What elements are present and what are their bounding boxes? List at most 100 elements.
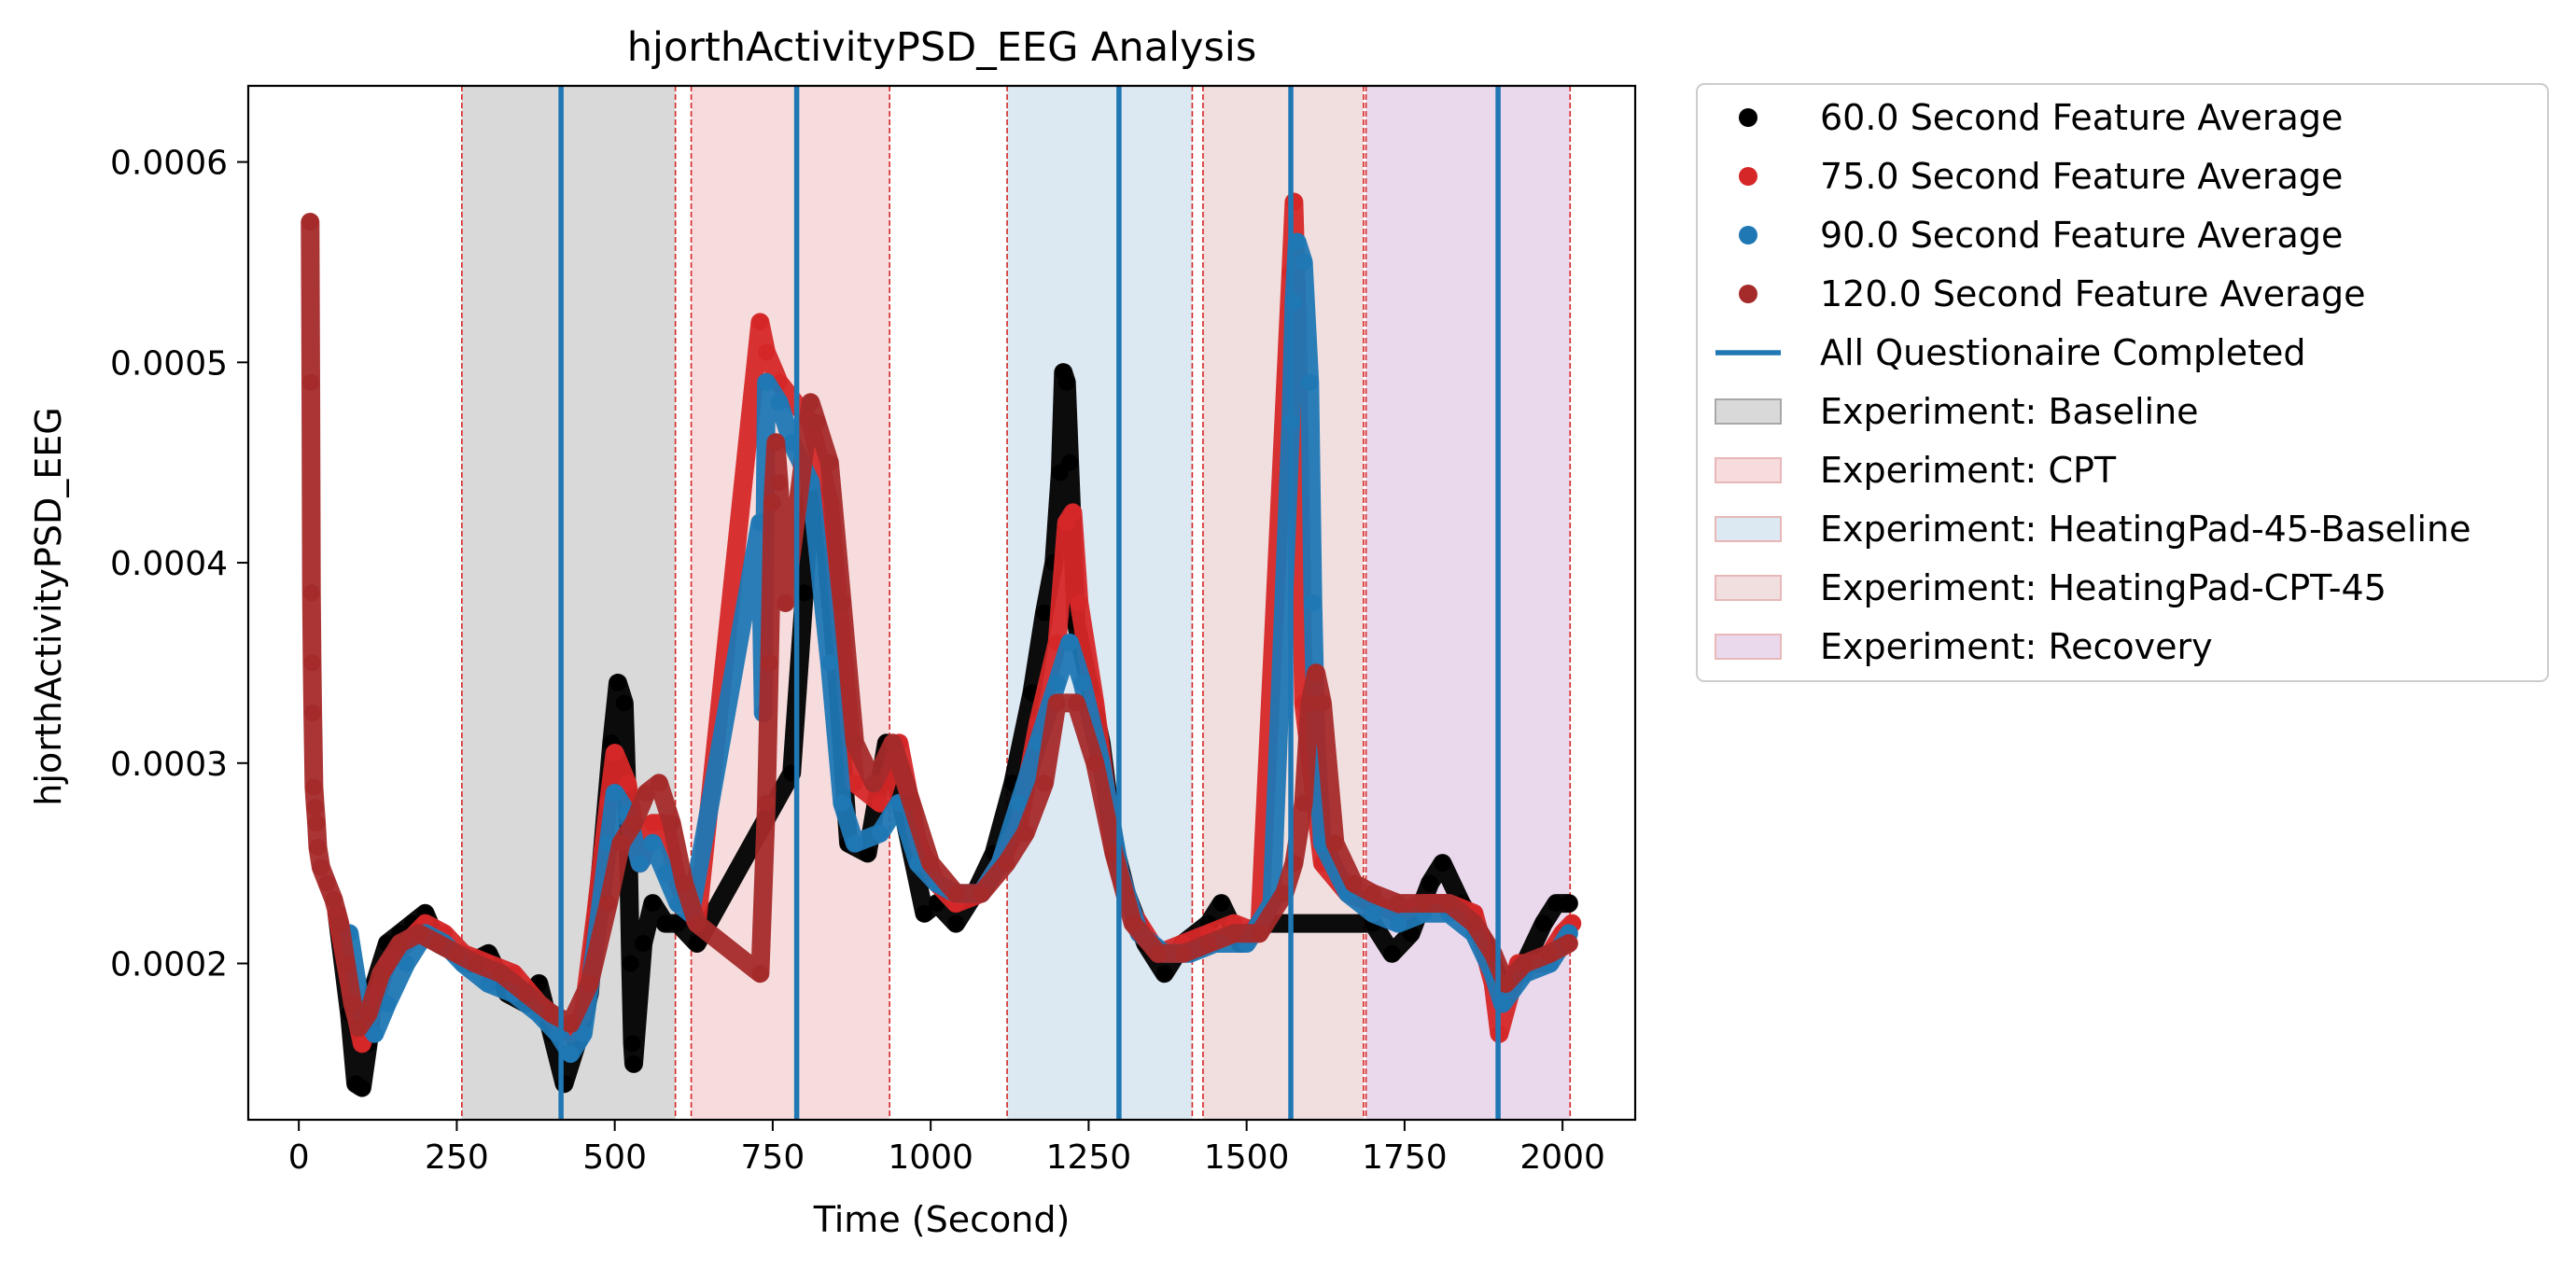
- series-3-point-62: [1149, 944, 1167, 962]
- series-2-point-32: [871, 824, 889, 842]
- series-2-point-4: [398, 955, 415, 972]
- series-1-point-31: [871, 794, 889, 812]
- series-3-point-13: [337, 955, 355, 972]
- series-1-point-2: [353, 1035, 371, 1053]
- series-3-point-20: [429, 935, 447, 953]
- series-3-point-14: [343, 995, 361, 1012]
- y-tick-label-2: 0.0004: [110, 545, 228, 583]
- legend-label-span-3: Experiment: HeatingPad-CPT-45: [1820, 567, 2387, 608]
- legend-label-0: 60.0 Second Feature Average: [1820, 97, 2343, 138]
- series-2-point-20: [656, 864, 674, 882]
- legend-label-span-1: Experiment: CPT: [1820, 450, 2117, 491]
- series-3-point-65: [1225, 925, 1243, 942]
- series-3-point-18: [391, 935, 409, 953]
- series-3-point-73: [1326, 834, 1344, 852]
- series-3-point-4: [304, 705, 322, 722]
- series-0-point-65: [1212, 895, 1230, 913]
- series-3-point-33: [663, 815, 680, 832]
- series-3-point-77: [1415, 895, 1433, 913]
- series-0-point-62: [1155, 965, 1173, 983]
- series-1-point-24: [751, 314, 769, 331]
- series-3-point-25: [542, 1005, 560, 1023]
- x-tick-label-4: 1000: [888, 1138, 973, 1177]
- series-1-point-25: [758, 343, 776, 361]
- series-3-point-56: [1036, 775, 1054, 792]
- series-2-point-53: [1285, 293, 1303, 311]
- series-3-point-27: [581, 974, 598, 992]
- series-0-point-55: [1061, 454, 1079, 471]
- series-0-point-78: [1534, 914, 1552, 932]
- series-3-point-58: [1067, 694, 1085, 712]
- series-3-point-69: [1295, 794, 1312, 812]
- series-0-point-69: [1383, 944, 1401, 962]
- series-3-point-43: [802, 394, 819, 412]
- series-2-point-12: [562, 1045, 580, 1063]
- series-2-point-57: [1304, 594, 1322, 611]
- series-0-point-18: [555, 1075, 573, 1093]
- series-3-point-12: [331, 914, 349, 932]
- series-3-point-54: [998, 855, 1015, 872]
- legend-patch-4: [1715, 634, 1782, 660]
- series-3-point-37: [758, 794, 776, 812]
- series-2-point-41: [1048, 674, 1066, 691]
- series-0-point-23: [609, 674, 627, 691]
- series-3-point-19: [410, 925, 427, 942]
- legend-label-span-4: Experiment: Recovery: [1820, 626, 2213, 667]
- legend-box: [1696, 83, 2549, 682]
- series-0-point-27: [623, 1035, 641, 1053]
- series-3-point-34: [676, 874, 693, 892]
- series-2-point-39: [1010, 794, 1028, 812]
- series-3-point-35: [688, 914, 706, 932]
- legend-label-span-2: Experiment: HeatingPad-45-Baseline: [1820, 509, 2471, 550]
- series-2-point-30: [833, 794, 851, 812]
- series-1-point-17: [606, 745, 623, 762]
- series-2-point-61: [1365, 904, 1382, 922]
- series-3-point-51: [922, 855, 940, 872]
- series-0-point-30: [644, 895, 662, 913]
- series-3-point-81: [1497, 974, 1515, 992]
- series-0-point-71: [1421, 874, 1438, 892]
- series-2-point-19: [644, 834, 662, 852]
- legend-patch-1: [1715, 457, 1782, 483]
- legend-label-3: 120.0 Second Feature Average: [1820, 273, 2366, 314]
- legend-patch-0: [1715, 398, 1782, 425]
- series-3-point-39: [763, 494, 781, 511]
- series-0-point-26: [622, 955, 639, 972]
- legend-marker-2: [1739, 226, 1757, 244]
- series-3-point-78: [1440, 895, 1458, 913]
- legend-label-2: 90.0 Second Feature Average: [1820, 215, 2343, 256]
- series-3-point-24: [517, 984, 535, 1002]
- series-2-point-62: [1390, 914, 1407, 932]
- series-3-point-6: [306, 799, 324, 816]
- series-3-point-42: [777, 594, 794, 611]
- series-3-point-32: [651, 775, 668, 792]
- series-3-point-7: [308, 815, 326, 832]
- series-2-point-2: [366, 1025, 384, 1042]
- series-1-point-42: [1064, 504, 1082, 522]
- series-0-point-54: [1057, 373, 1075, 391]
- series-3-point-23: [492, 965, 510, 983]
- series-2-point-26: [770, 394, 788, 412]
- series-1-point-43: [1071, 594, 1088, 611]
- series-3-point-71: [1308, 664, 1325, 682]
- legend-marker-1: [1739, 167, 1757, 186]
- series-3-point-50: [903, 794, 920, 812]
- legend-label-1: 75.0 Second Feature Average: [1820, 156, 2343, 197]
- series-3-point-45: [820, 454, 838, 471]
- y-tick-label-1: 0.0003: [110, 746, 228, 784]
- series-3-point-26: [562, 1014, 580, 1032]
- series-3-point-63: [1174, 944, 1192, 962]
- series-0-point-45: [947, 914, 965, 932]
- series-3-point-30: [624, 815, 642, 832]
- series-3-point-36: [751, 965, 769, 983]
- series-0-point-79: [1547, 895, 1565, 913]
- series-3-point-2: [302, 584, 320, 602]
- series-2-point-25: [758, 373, 776, 391]
- series-2-point-42: [1061, 634, 1079, 651]
- series-3-point-1: [302, 373, 320, 391]
- x-tick-label-6: 1500: [1204, 1138, 1290, 1177]
- series-3-point-55: [1016, 824, 1034, 842]
- series-0-point-29: [635, 935, 652, 953]
- x-tick-label-7: 1750: [1362, 1138, 1448, 1177]
- series-3-point-22: [467, 955, 484, 972]
